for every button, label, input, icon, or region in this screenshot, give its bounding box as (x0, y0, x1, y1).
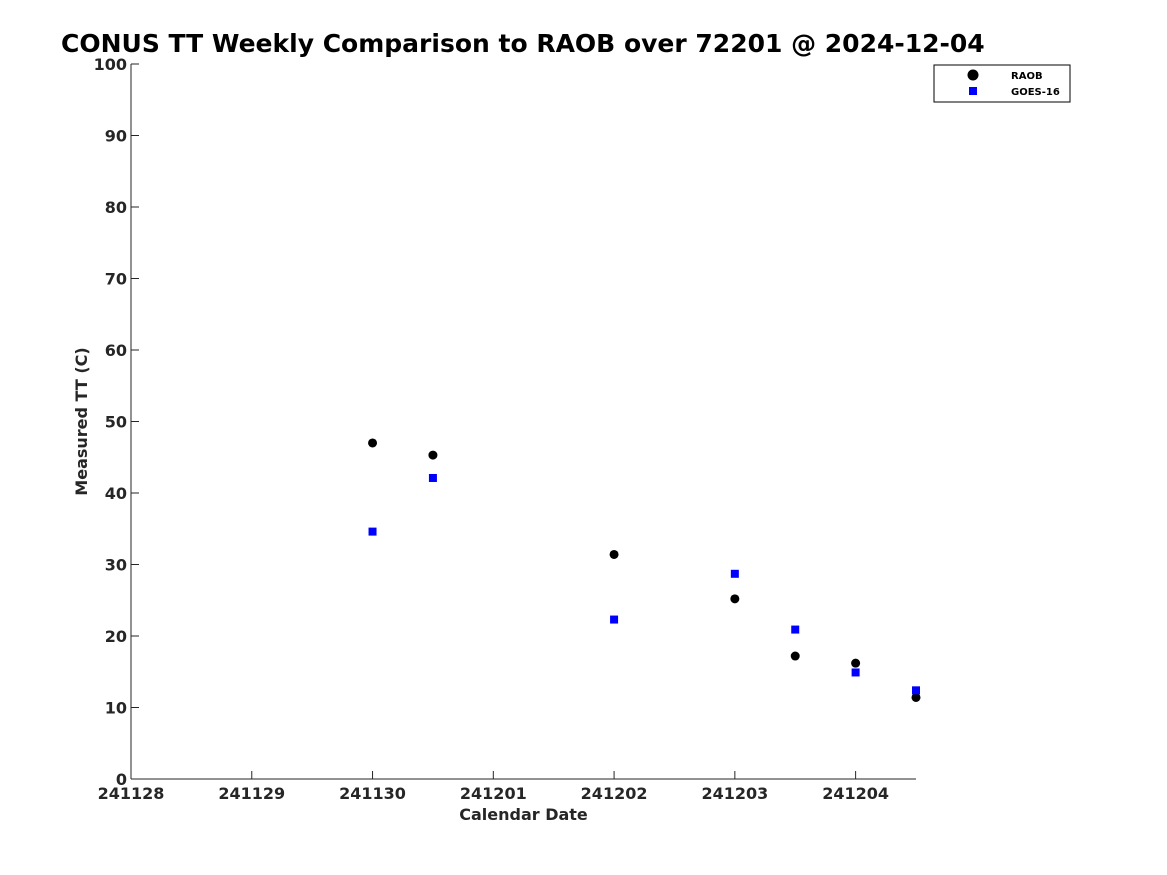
raob-point (730, 594, 740, 604)
goes-point (791, 625, 800, 634)
legend-label: GOES-16 (1011, 87, 1060, 98)
series-raob (368, 438, 921, 702)
x-tick-label: 241128 (98, 784, 165, 803)
legend-goes-marker (969, 87, 977, 95)
y-tick-label: 60 (105, 341, 127, 360)
raob-point (851, 658, 861, 668)
x-tick-label: 241203 (701, 784, 768, 803)
raob-point (428, 450, 438, 460)
goes-point (428, 473, 437, 482)
y-tick-label: 70 (105, 270, 127, 289)
legend: RAOB GOES-16 (933, 64, 1071, 103)
axes (130, 64, 916, 780)
legend-box (933, 64, 1071, 103)
y-tick-label: 90 (105, 127, 127, 146)
y-tick-label: 80 (105, 198, 127, 217)
goes-point (610, 615, 619, 624)
y-tick-label: 20 (105, 627, 127, 646)
legend-raob-marker (967, 69, 979, 81)
raob-point (368, 438, 378, 448)
x-axis-label: Calendar Date (459, 805, 588, 824)
y-tick-label: 40 (105, 484, 127, 503)
goes-point (730, 569, 739, 578)
y-ticks: 0 10 20 30 40 50 60 70 80 90 100 (94, 55, 139, 789)
raob-point (609, 549, 619, 559)
x-ticks: 241128 241129 241130 241201 241202 241203 2412… (98, 771, 889, 803)
goes-point (368, 527, 377, 536)
y-tick-label: 50 (105, 413, 127, 432)
x-tick-label: 241204 (822, 784, 889, 803)
goes-point (851, 668, 860, 677)
x-tick-label: 241129 (218, 784, 285, 803)
series-goes-16 (368, 473, 920, 695)
y-axis-label: Measured TT (C) (72, 347, 91, 495)
y-tick-label: 0 (116, 770, 127, 789)
y-tick-label: 10 (105, 699, 127, 718)
legend-label: RAOB (1011, 71, 1043, 82)
x-tick-label: 241130 (339, 784, 406, 803)
raob-point (790, 651, 800, 661)
x-tick-label: 241202 (581, 784, 648, 803)
data-points (368, 438, 921, 702)
y-tick-label: 100 (94, 55, 127, 74)
x-tick-label: 241201 (460, 784, 527, 803)
goes-point (912, 686, 920, 695)
raob-point (911, 692, 921, 702)
y-tick-label: 30 (105, 556, 127, 575)
chart-title: CONUS TT Weekly Comparison to RAOB over … (61, 29, 985, 58)
